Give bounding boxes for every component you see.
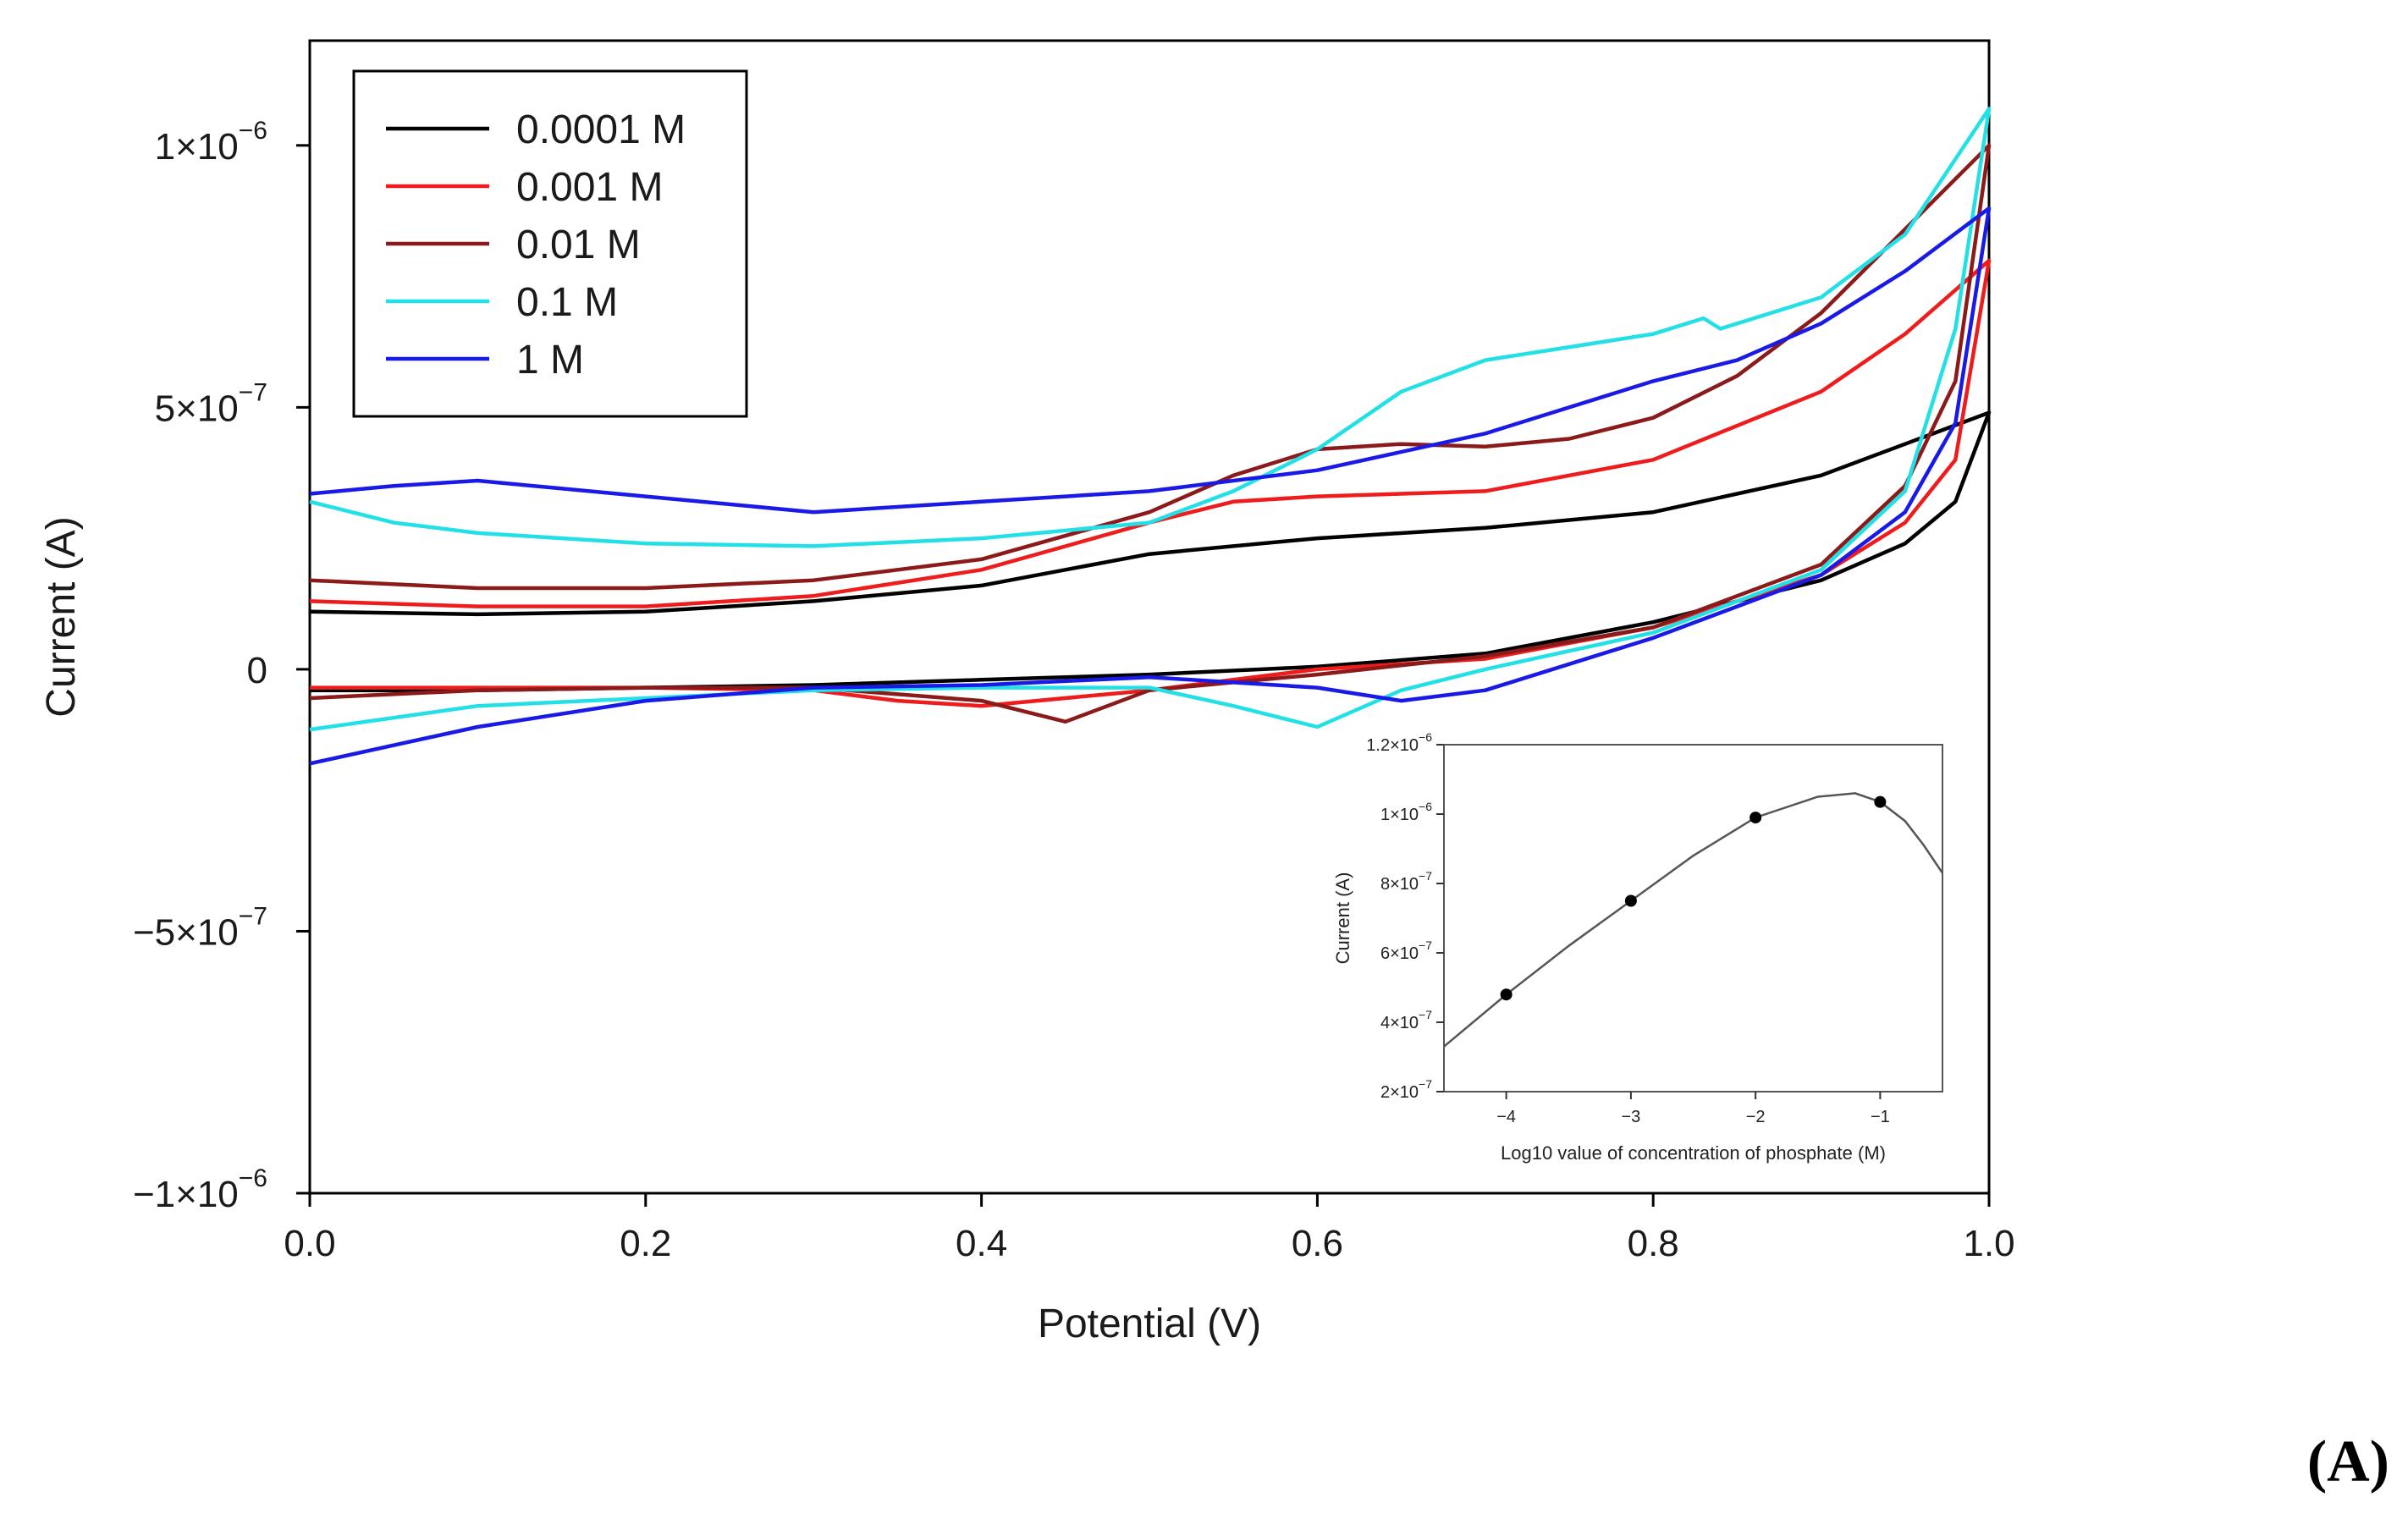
main-plot: 0.0 0.2 0.4 0.6 0.8 1.0 1×10−6 5×10−7 0 −5×10−7 −1… xyxy=(39,39,2015,1346)
x-tick-label: 0.4 xyxy=(956,1223,1007,1264)
inset-data-point xyxy=(1500,988,1513,1001)
inset-y-tick-label: 8×10−7 xyxy=(1380,869,1432,894)
inset-plot: −4 −3 −2 −1 1.2×10−6 1×10−6 8×10−7 6×10−7 4×10−7… xyxy=(1332,730,1944,1164)
y-tick-label: 1×10−6 xyxy=(155,117,267,168)
series-line-4 xyxy=(309,206,1992,766)
y-tick-label: 5×10−7 xyxy=(155,378,267,429)
inset-fit-curve xyxy=(1443,792,1944,1048)
x-tick-label: 0.8 xyxy=(1628,1223,1679,1264)
series-line-1 xyxy=(309,258,1992,708)
inset-data-point xyxy=(1624,894,1637,907)
inset-y-tick-label: 6×10−7 xyxy=(1380,938,1432,963)
inset-data-point xyxy=(1874,795,1887,808)
inset-x-tick-label: −1 xyxy=(1871,1108,1890,1126)
inset-x-tick-label: −3 xyxy=(1621,1108,1640,1126)
y-axis-title: Current (A) xyxy=(39,516,84,717)
inset-y-axis-title: Current (A) xyxy=(1332,872,1353,965)
x-tick-label: 1.0 xyxy=(1963,1223,2014,1264)
plot-frame xyxy=(308,39,1991,1195)
x-tick-label: 0.6 xyxy=(1292,1223,1343,1264)
inset-data-point xyxy=(1750,812,1762,824)
inset-frame xyxy=(1443,744,1943,1092)
inset-y-tick-label: 2×10−7 xyxy=(1380,1077,1432,1102)
x-tick-label: 0.2 xyxy=(620,1223,671,1264)
inset-x-axis-title: Log10 value of concentration of phosphat… xyxy=(1501,1142,1886,1164)
series-line-0 xyxy=(309,410,1992,692)
x-tick-label: 0.0 xyxy=(284,1223,335,1264)
legend-label: 0.0001 M xyxy=(516,107,686,152)
series-line-3 xyxy=(309,107,1992,732)
y-tick-label: −1×10−6 xyxy=(133,1164,267,1215)
inset-x-tick-label: −2 xyxy=(1746,1108,1766,1126)
inset-y-tick-label: 4×10−7 xyxy=(1380,1008,1432,1032)
panel-label: (A) xyxy=(2306,1429,2389,1494)
y-tick-label: −5×10−7 xyxy=(133,902,267,953)
inset-y-tick-label: 1.2×10−6 xyxy=(1366,730,1432,755)
y-tick-label: 0 xyxy=(247,650,267,691)
legend-label: 1 M xyxy=(516,338,584,382)
legend-label: 0.01 M xyxy=(516,223,641,267)
inset-y-tick-label: 1×10−6 xyxy=(1380,800,1432,824)
legend-label: 0.001 M xyxy=(516,165,663,210)
legend-label: 0.1 M xyxy=(516,280,618,325)
x-axis-title: Potential (V) xyxy=(1038,1302,1261,1346)
inset-x-tick-label: −4 xyxy=(1496,1108,1516,1126)
